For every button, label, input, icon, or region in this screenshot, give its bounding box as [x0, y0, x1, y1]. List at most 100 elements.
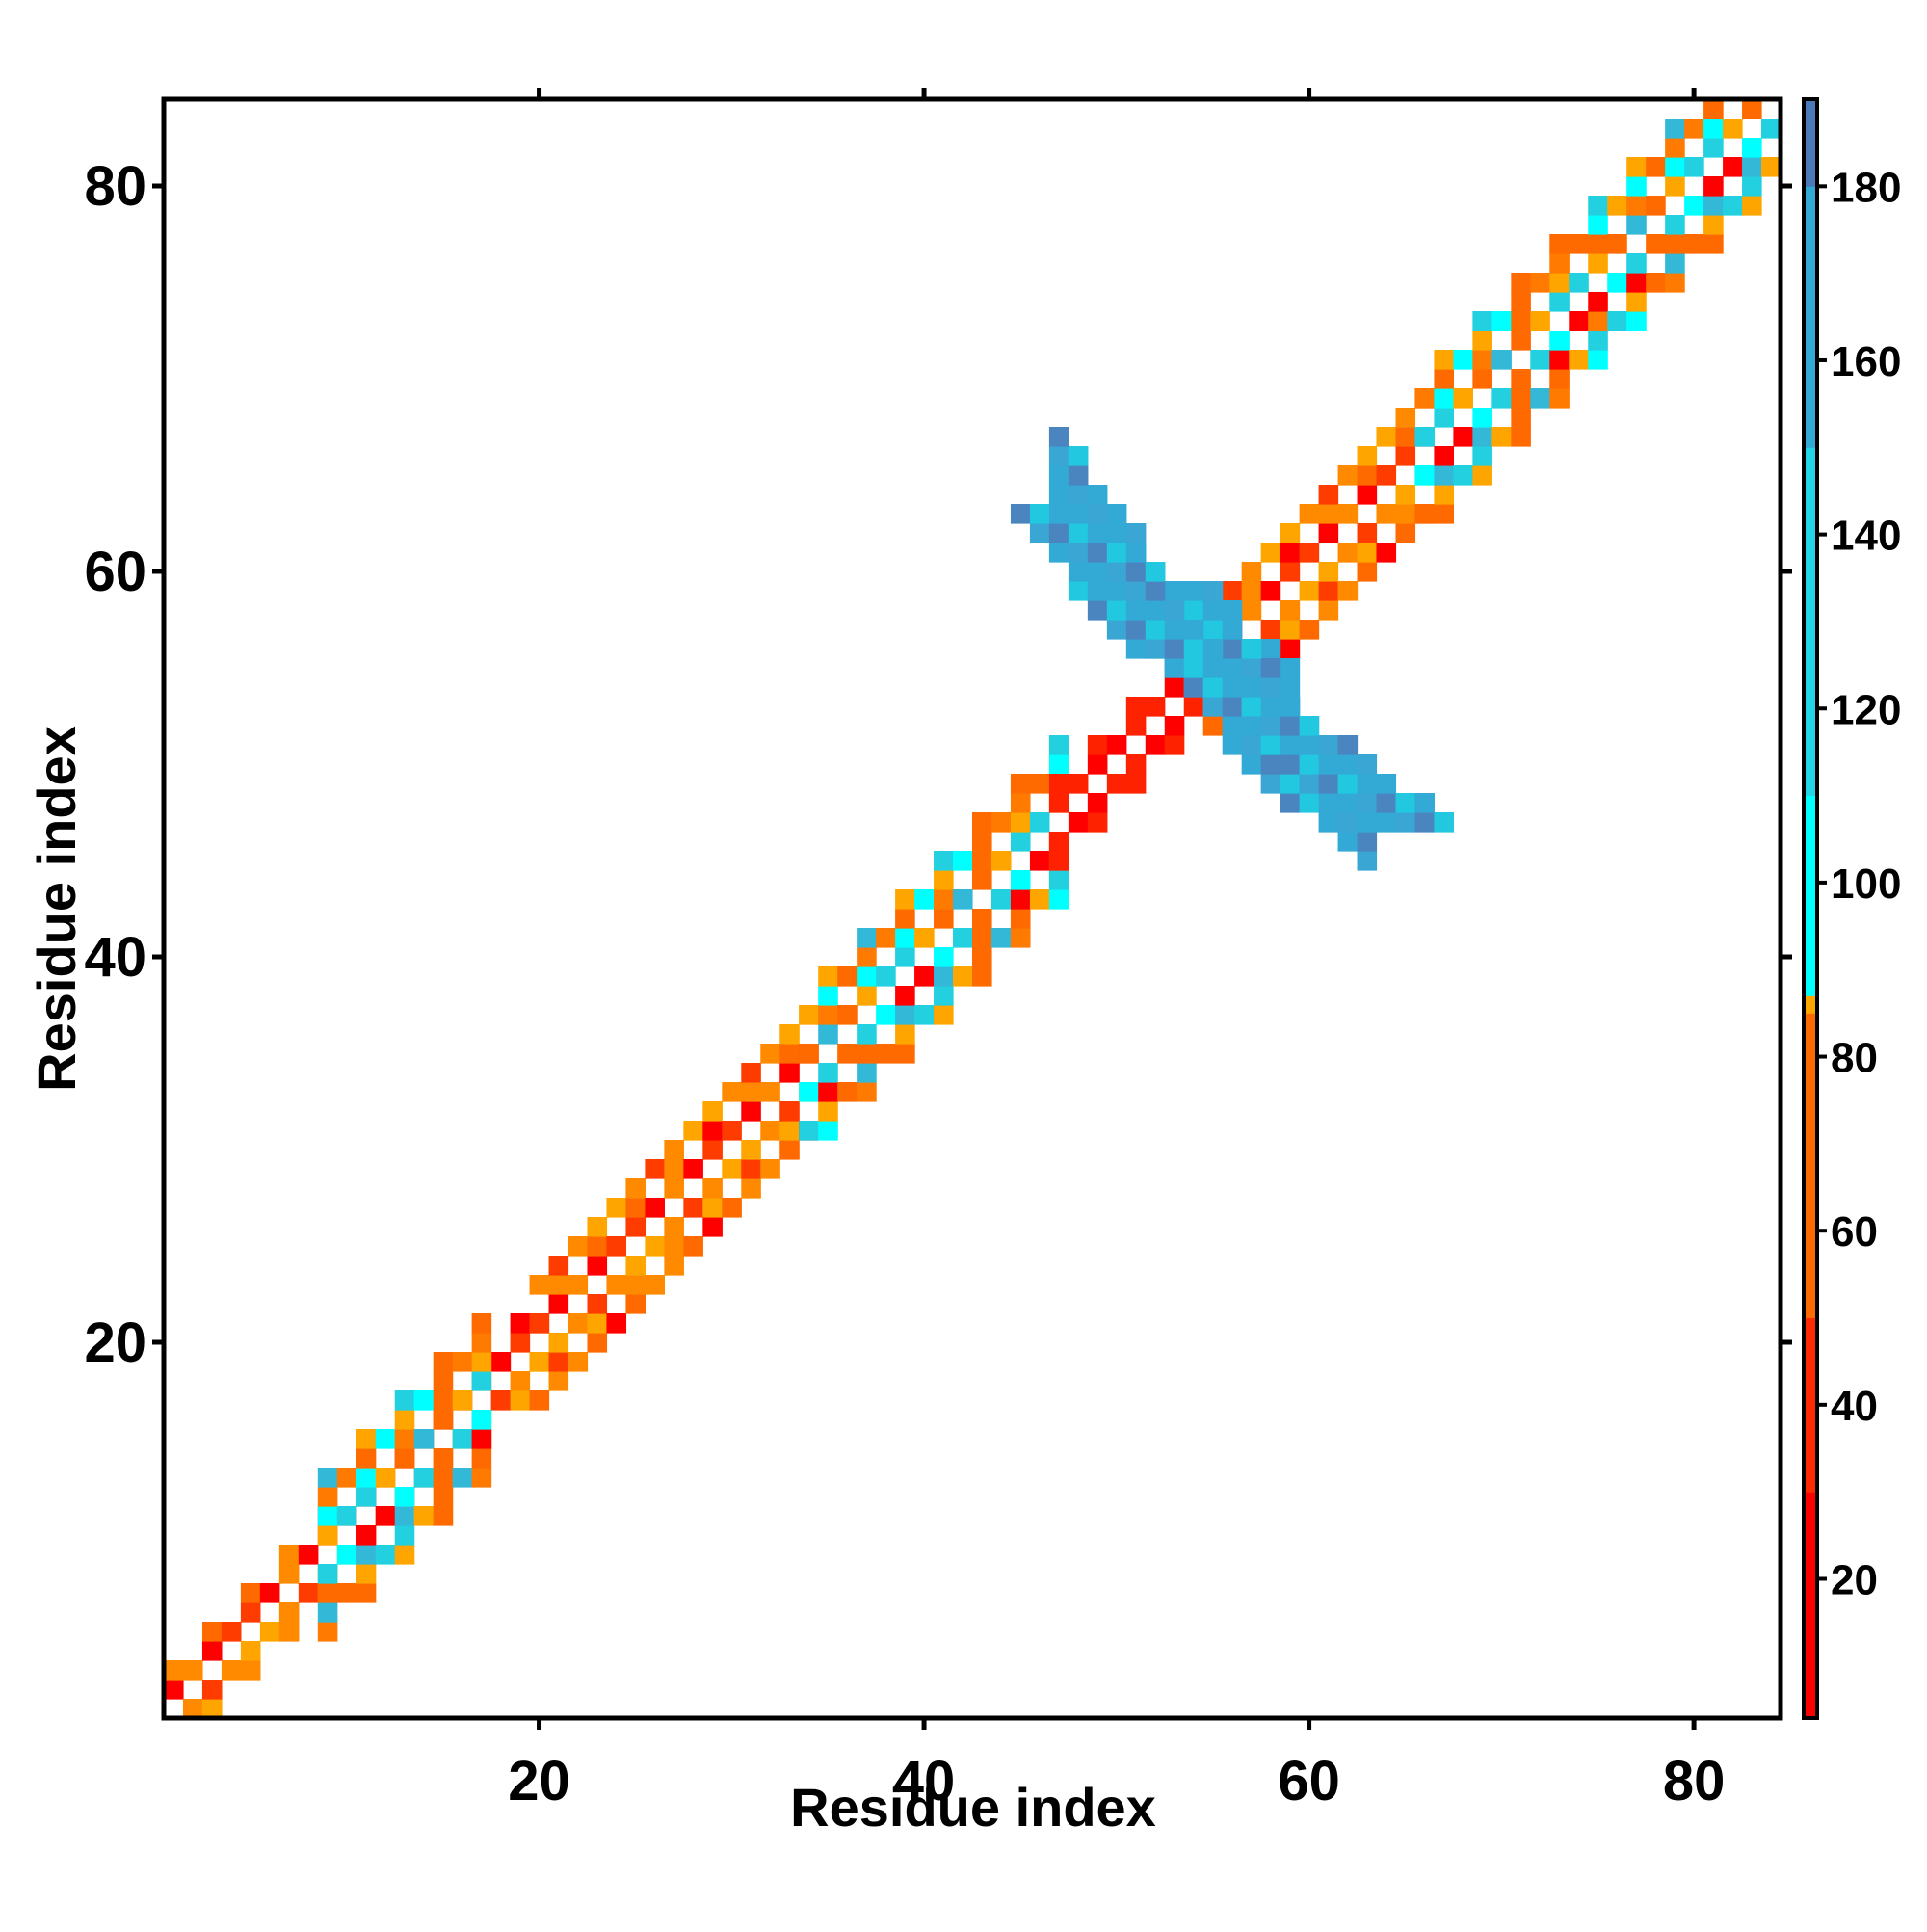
heatmap-cell [683, 1159, 703, 1179]
heatmap-cell [278, 1602, 300, 1623]
heatmap-cell [394, 1487, 415, 1507]
colorbar-tick-label: 140 [1831, 513, 1901, 560]
heatmap-cell [433, 1352, 454, 1372]
heatmap-cell [182, 1699, 203, 1719]
heatmap-cell [990, 928, 1012, 948]
heatmap-cell [1337, 735, 1359, 755]
colorbar-tick-label: 160 [1831, 338, 1901, 385]
heatmap-cell [972, 966, 992, 987]
heatmap-cell [587, 1217, 608, 1237]
heatmap-cell [1280, 543, 1301, 563]
heatmap-cell [587, 1313, 608, 1334]
heatmap-cell [1029, 851, 1050, 871]
heatmap-cell [741, 1063, 761, 1083]
heatmap-cell [1395, 446, 1416, 466]
heatmap-cell [1665, 253, 1685, 274]
heatmap-cell [471, 1352, 492, 1372]
heatmap-cell [1549, 388, 1570, 409]
heatmap-cell [1145, 639, 1166, 659]
heatmap-cell [1337, 812, 1359, 833]
heatmap-cell [606, 1198, 627, 1218]
heatmap-cell [1357, 793, 1378, 813]
heatmap-cell [1241, 716, 1262, 736]
heatmap-cell [972, 832, 992, 852]
y-tick-label: 60 [84, 541, 146, 603]
heatmap-cell [1202, 581, 1224, 601]
heatmap-cell [1260, 697, 1281, 717]
heatmap-cell [1280, 658, 1301, 678]
heatmap-cell [240, 1660, 261, 1681]
heatmap-cell [164, 1680, 184, 1700]
heatmap-cell [1010, 870, 1031, 890]
heatmap-cell [1241, 677, 1262, 698]
heatmap-cell [1164, 677, 1185, 698]
heatmap-cell [452, 1352, 473, 1372]
heatmap-cell [722, 1082, 742, 1102]
heatmap-cell [1530, 388, 1550, 409]
heatmap-cell [1472, 311, 1492, 331]
heatmap-cell [1087, 543, 1108, 563]
x-axis-ticks: 20 40 60 80 [508, 88, 1725, 1813]
x-axis-label: Residue index [790, 1777, 1156, 1838]
heatmap-cell [664, 1217, 684, 1237]
heatmap-cell [1106, 581, 1127, 601]
heatmap-cell [356, 1487, 377, 1507]
heatmap-cell [1299, 581, 1320, 601]
heatmap-cell [1029, 504, 1050, 524]
heatmap-cell [1280, 677, 1301, 698]
heatmap-cell [895, 947, 915, 967]
heatmap-cell [990, 851, 1012, 871]
heatmap-cell [240, 1602, 261, 1623]
heatmap-cell [1337, 754, 1359, 775]
heatmap-cell [1549, 369, 1570, 389]
heatmap-cell [1260, 581, 1281, 601]
heatmap-cell [548, 1275, 569, 1295]
heatmap-cell [1087, 754, 1108, 775]
heatmap-cell [857, 986, 877, 1006]
heatmap-cell [1241, 639, 1262, 659]
heatmap-cell [1318, 581, 1339, 601]
heatmap-cell [1164, 581, 1185, 601]
heatmap-cell [1106, 562, 1127, 582]
heatmap-cell [1414, 812, 1436, 833]
heatmap-cell [1068, 504, 1089, 524]
heatmap-cell [1183, 639, 1204, 659]
y-tick-label: 80 [84, 155, 146, 218]
heatmap-cell [1357, 754, 1378, 775]
heatmap-cell [1068, 581, 1089, 601]
heatmap-cell [664, 1159, 684, 1179]
heatmap-cell [645, 1236, 665, 1257]
heatmap-cell [375, 1468, 396, 1488]
heatmap-cell [356, 1525, 377, 1546]
heatmap-cell [606, 1313, 627, 1334]
heatmap-cell [1703, 138, 1724, 158]
heatmap-cell [1202, 620, 1224, 640]
heatmap-cell [356, 1468, 377, 1488]
heatmap-cell [1626, 215, 1647, 235]
heatmap-cell [741, 1178, 761, 1199]
heatmap-cell [1414, 465, 1436, 486]
heatmap-cell [1048, 851, 1069, 871]
heatmap-cell [1010, 504, 1031, 524]
heatmap-cell [1626, 292, 1647, 312]
heatmap-cell [953, 851, 973, 871]
heatmap-cell [837, 1005, 858, 1025]
heatmap-cell [1048, 446, 1069, 466]
heatmap-cell [1299, 716, 1320, 736]
heatmap-cell [1569, 350, 1589, 370]
heatmap-cell [201, 1622, 223, 1642]
heatmap-cell [972, 851, 992, 871]
heatmap-cell [1588, 350, 1608, 370]
heatmap-cell [645, 1275, 665, 1295]
heatmap-cell [1511, 311, 1531, 331]
heatmap-cell [1164, 716, 1185, 736]
heatmap-cell [1511, 427, 1531, 447]
heatmap-cell [895, 909, 915, 929]
heatmap-cell [1280, 562, 1301, 582]
x-tick-label: 40 [893, 1750, 956, 1813]
heatmap-cell [1761, 119, 1782, 139]
heatmap-cell [1395, 427, 1416, 447]
heatmap-cell [1164, 620, 1185, 640]
heatmap-cell [490, 1390, 512, 1411]
